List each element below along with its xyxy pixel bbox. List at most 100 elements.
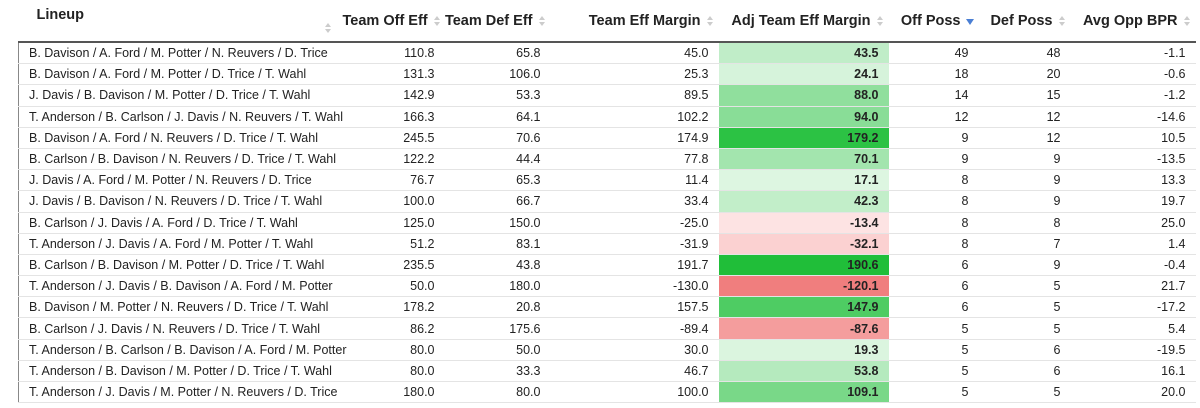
stat-cell: -13.5 (1070, 148, 1196, 171)
stat-cell: 30.0 (550, 339, 719, 361)
table-row: B. Davison / A. Ford / N. Reuvers / D. T… (18, 127, 1196, 149)
stat-cell: 70.1 (718, 148, 889, 171)
column-header[interactable]: Avg Opp BPR (1070, 0, 1196, 43)
header-row: Lineup Team Off Eff Team Def Eff Team Eff … (18, 0, 1196, 43)
stat-cell: 43.5 (718, 42, 889, 65)
stat-cell: 106.0 (444, 63, 551, 86)
lineup-cell: T. Anderson / B. Carlson / B. Davison / … (18, 339, 347, 361)
stat-cell: 88.0 (718, 84, 889, 107)
table-row: J. Davis / B. Davison / M. Potter / D. T… (18, 84, 1196, 107)
column-header-text: Def Poss (990, 12, 1053, 29)
stat-cell: 14 (888, 84, 979, 107)
stat-cell: 5 (978, 296, 1071, 319)
stat-cell: 53.8 (718, 360, 889, 383)
stat-cell: 245.5 (342, 127, 445, 149)
stat-cell: 20 (978, 63, 1071, 86)
stat-cell: 9 (978, 254, 1071, 277)
stat-cell: -31.9 (550, 233, 719, 255)
sort-icon[interactable] (705, 14, 715, 28)
column-header[interactable]: Off Poss (888, 0, 979, 43)
stat-cell: 19.3 (718, 339, 889, 361)
stat-cell: 66.7 (444, 190, 551, 213)
sort-icon[interactable] (965, 14, 975, 28)
sort-icon[interactable] (432, 14, 442, 28)
stat-cell: 5 (978, 381, 1071, 404)
column-header-text: Team Off Eff (342, 12, 428, 29)
stat-cell: -0.6 (1070, 63, 1196, 86)
stat-cell: 178.2 (342, 296, 445, 319)
table-body: B. Davison / A. Ford / M. Potter / N. Re… (18, 42, 1196, 404)
stat-cell: 13.3 (1070, 169, 1196, 192)
stat-cell: 33.4 (550, 190, 719, 213)
stat-cell: 18 (888, 63, 979, 86)
lineup-cell: B. Davison / A. Ford / M. Potter / N. Re… (18, 42, 343, 65)
stat-cell: 235.5 (342, 254, 445, 277)
stat-cell: 190.6 (718, 254, 889, 277)
sort-icon[interactable] (323, 21, 333, 35)
column-header[interactable]: Lineup (18, 0, 343, 43)
lineup-cell: J. Davis / A. Ford / M. Potter / N. Reuv… (18, 169, 343, 192)
stat-cell: 50.0 (342, 275, 445, 298)
sort-icon[interactable] (1057, 14, 1067, 28)
sort-icon[interactable] (537, 14, 547, 28)
stat-cell: 76.7 (342, 169, 445, 192)
lineup-cell: B. Carlson / B. Davison / N. Reuvers / D… (18, 148, 343, 171)
stat-cell: 6 (888, 254, 979, 277)
column-header[interactable]: Team Def Eff (444, 0, 551, 43)
stat-cell: 12 (978, 127, 1071, 149)
stat-cell: 5 (888, 339, 979, 361)
stat-cell: 6 (978, 360, 1071, 383)
stat-cell: 5 (888, 360, 979, 383)
table-row: J. Davis / A. Ford / M. Potter / N. Reuv… (18, 169, 1196, 192)
stat-cell: 11.4 (550, 169, 719, 192)
stat-cell: -89.4 (550, 317, 719, 340)
stat-cell: 44.4 (444, 148, 551, 171)
stat-cell: -13.4 (718, 212, 889, 234)
stat-cell: 12 (978, 106, 1071, 128)
table-row: B. Carlson / J. Davis / A. Ford / D. Tri… (18, 212, 1196, 234)
column-header[interactable]: Adj Team Eff Margin (718, 0, 889, 43)
stat-cell: 65.3 (444, 169, 551, 192)
lineup-cell: J. Davis / B. Davison / N. Reuvers / D. … (18, 190, 343, 213)
stat-cell: 8 (888, 233, 979, 255)
stat-cell: 147.9 (718, 296, 889, 319)
stat-cell: 24.1 (718, 63, 889, 86)
stat-cell: 20.8 (444, 296, 551, 319)
stat-cell: 19.7 (1070, 190, 1196, 213)
stat-cell: 65.8 (444, 42, 551, 65)
sort-icon[interactable] (875, 14, 885, 28)
table-row: T. Anderson / B. Carlson / B. Davison / … (18, 339, 1196, 361)
stat-cell: 125.0 (342, 212, 445, 234)
stat-cell: 53.3 (444, 84, 551, 107)
stat-cell: 5 (978, 317, 1071, 340)
lineup-cell: B. Carlson / B. Davison / M. Potter / D.… (18, 254, 343, 277)
stat-cell: -87.6 (718, 317, 889, 340)
stat-cell: 180.0 (444, 275, 551, 298)
stat-cell: -19.5 (1070, 339, 1196, 361)
stat-cell: 5 (888, 317, 979, 340)
stat-cell: 17.1 (718, 169, 889, 192)
stat-cell: 12 (888, 106, 979, 128)
stat-cell: 25.3 (550, 63, 719, 86)
column-header[interactable]: Def Poss (978, 0, 1071, 43)
stat-cell: 80.0 (444, 381, 551, 404)
column-header[interactable]: Team Eff Margin (550, 0, 719, 43)
table-row: J. Davis / B. Davison / N. Reuvers / D. … (18, 190, 1196, 213)
table-row: B. Davison / A. Ford / M. Potter / D. Tr… (18, 63, 1196, 86)
stat-cell: -130.0 (550, 275, 719, 298)
stat-cell: 109.1 (718, 381, 889, 404)
sort-icon[interactable] (1182, 14, 1192, 28)
column-header[interactable]: Team Off Eff (342, 0, 445, 43)
stat-cell: 10.5 (1070, 127, 1196, 149)
lineup-cell: J. Davis / B. Davison / M. Potter / D. T… (18, 84, 343, 107)
stat-cell: 64.1 (444, 106, 551, 128)
lineup-table: Lineup Team Off Eff Team Def Eff Team Eff … (18, 0, 1196, 404)
stat-cell: -25.0 (550, 212, 719, 234)
stat-cell: 179.2 (718, 127, 889, 149)
stat-cell: 45.0 (550, 42, 719, 65)
stat-cell: 175.6 (444, 317, 551, 340)
column-header-text: Adj Team Eff Margin (731, 12, 871, 29)
stat-cell: 6 (888, 296, 979, 319)
stat-cell: 42.3 (718, 190, 889, 213)
stat-cell: 5.4 (1070, 317, 1196, 340)
